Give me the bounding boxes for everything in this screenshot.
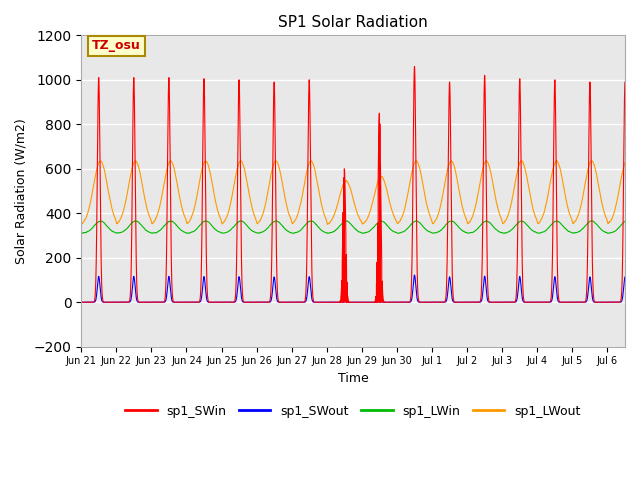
sp1_LWout (553, 157, 561, 163)
sp1_SWin (125, 299, 133, 305)
sp1_SWout (587, 280, 595, 286)
sp1_LWin (177, 227, 184, 233)
sp1_LWin (587, 218, 595, 224)
sp1_SWout (621, 274, 629, 280)
sp1_LWin (621, 218, 629, 224)
sp1_LWout (125, 181, 133, 187)
sp1_SWout (206, 300, 214, 305)
sp1_SWout (79, 300, 86, 305)
sp1_LWout (77, 221, 85, 227)
sp1_SWout (411, 272, 419, 278)
sp1_LWout (621, 160, 629, 166)
X-axis label: Time: Time (338, 372, 369, 385)
sp1_LWout (79, 220, 86, 226)
sp1_LWout (587, 158, 595, 164)
sp1_LWin (237, 218, 245, 224)
sp1_SWin (206, 300, 214, 305)
sp1_SWin (411, 63, 419, 69)
sp1_LWin (206, 220, 214, 226)
sp1_SWin (621, 79, 629, 85)
sp1_LWout (206, 168, 214, 174)
Line: sp1_SWout: sp1_SWout (81, 275, 625, 302)
sp1_LWout (256, 218, 264, 224)
Title: SP1 Solar Radiation: SP1 Solar Radiation (278, 15, 428, 30)
Line: sp1_LWout: sp1_LWout (81, 160, 625, 224)
sp1_LWin (395, 230, 403, 236)
sp1_LWout (177, 199, 184, 205)
sp1_SWout (256, 300, 264, 305)
Line: sp1_LWin: sp1_LWin (81, 221, 625, 233)
sp1_SWin (177, 300, 184, 305)
sp1_LWin (256, 230, 264, 236)
sp1_LWin (77, 230, 85, 236)
sp1_SWin (77, 300, 85, 305)
sp1_LWout (324, 221, 332, 227)
Y-axis label: Solar Radiation (W/m2): Solar Radiation (W/m2) (15, 118, 28, 264)
sp1_SWout (77, 300, 85, 305)
Legend: sp1_SWin, sp1_SWout, sp1_LWin, sp1_LWout: sp1_SWin, sp1_SWout, sp1_LWin, sp1_LWout (120, 400, 586, 423)
sp1_LWin (125, 223, 133, 229)
Line: sp1_SWin: sp1_SWin (81, 66, 625, 302)
sp1_LWin (79, 230, 86, 236)
sp1_SWin (587, 131, 595, 136)
Text: TZ_osu: TZ_osu (92, 39, 141, 52)
sp1_SWout (125, 300, 133, 305)
sp1_SWout (177, 300, 184, 305)
sp1_SWin (256, 300, 264, 305)
sp1_SWin (79, 300, 86, 305)
